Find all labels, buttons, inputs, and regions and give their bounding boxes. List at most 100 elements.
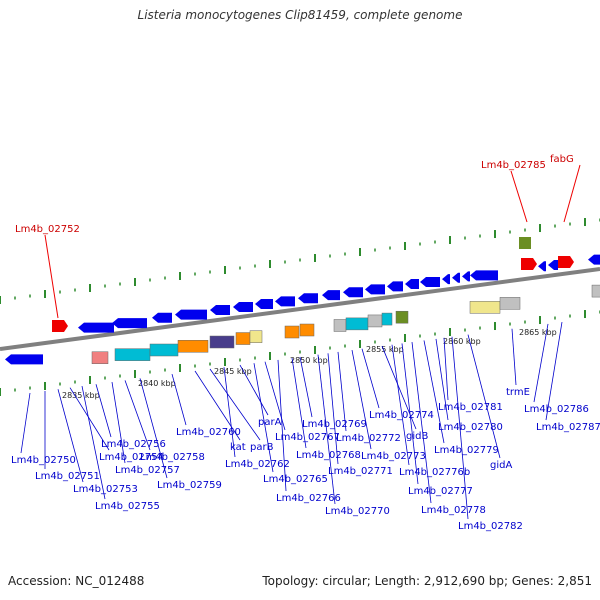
gene-arrow: [420, 277, 440, 288]
genome-backbone: [0, 267, 600, 351]
gene-arrow: [112, 318, 147, 329]
scale-label: 2850 kbp: [290, 356, 328, 365]
gene-arrow: [387, 281, 403, 292]
gene-arrow: [343, 287, 363, 298]
rna-label: Lm4b_02752: [15, 224, 80, 235]
gene-leader-line: [401, 343, 419, 485]
gene-label: kat: [230, 442, 246, 453]
gene-leader-line: [69, 387, 110, 451]
gene-label: Lm4b_02787: [536, 422, 600, 433]
gene-label: Lm4b_02782: [458, 521, 523, 532]
gene-label: Lm4b_02776b: [399, 467, 470, 478]
gene-arrow: [78, 322, 114, 333]
gene-leader-line: [423, 340, 445, 444]
gene-leader-line: [253, 363, 274, 473]
scale-label: 2840 kbp: [138, 379, 176, 388]
scale-label: 2835 kbp: [62, 391, 100, 400]
gene-leader-line: [277, 359, 287, 492]
gene-arrow: [442, 274, 450, 285]
gene-arrow: [452, 272, 460, 283]
gene-leader-line: [361, 348, 380, 409]
rna-feature: [521, 258, 537, 270]
gene-label: Lm4b_02773: [361, 451, 426, 462]
gene-leader-line: [511, 328, 517, 386]
footer-info: Topology: circular; Length: 2,912,690 bp…: [262, 574, 592, 588]
trna-box: [519, 237, 531, 249]
gene-leader-line: [435, 338, 449, 421]
rna-feature: [52, 320, 68, 332]
gene-arrow: [175, 309, 207, 320]
gene-arrow: [365, 284, 385, 295]
gene-leader-line: [95, 384, 112, 438]
gene-label: parB: [250, 442, 274, 453]
gene-leader-line: [467, 334, 501, 459]
gene-arrow: [538, 261, 546, 272]
gene-label: gidB: [406, 431, 428, 442]
gene-label: Lm4b_02754: [99, 452, 164, 463]
gene-arrow: [462, 271, 470, 282]
gene-arrow: [405, 279, 419, 290]
gene-label: Lm4b_02779: [434, 445, 499, 456]
gene-leader-line: [299, 356, 313, 418]
gene-leader-line: [443, 337, 449, 401]
gene-label: Lm4b_02758: [140, 452, 205, 463]
feature-box: [149, 343, 179, 357]
feature-box: [91, 351, 109, 364]
gene-label: Lm4b_02781: [438, 402, 503, 413]
gene-leader-line: [545, 322, 563, 421]
gene-leader-line: [391, 344, 410, 466]
scale-label: 2865 kbp: [519, 328, 557, 337]
feature-box: [469, 301, 501, 314]
gene-label: Lm4b_02757: [115, 465, 180, 476]
gene-arrow: [548, 259, 558, 270]
feature-box: [367, 314, 383, 328]
gene-leader-line: [209, 368, 261, 441]
gene-label: Lm4b_02778: [421, 505, 486, 516]
rna-leader-line: [44, 234, 59, 319]
gene-leader-line: [20, 392, 31, 454]
scale-label: 2855 kbp: [366, 345, 404, 354]
feature-box: [177, 340, 209, 353]
gene-label: Lm4b_02756: [101, 439, 166, 450]
feature-box: [591, 284, 600, 298]
gene-label: Lm4b_02771: [328, 466, 393, 477]
scale-label: 2845 kbp: [214, 367, 252, 376]
gene-arrow: [298, 293, 318, 304]
gene-leader-line: [451, 336, 469, 520]
rna-label: fabG: [550, 154, 574, 165]
feature-box: [249, 330, 263, 343]
scale-label: 2860 kbp: [443, 337, 481, 346]
gene-leader-line: [337, 351, 347, 432]
feature-box: [209, 335, 235, 349]
gene-label: Lm4b_02753: [73, 484, 138, 495]
gene-label: Lm4b_02750: [11, 455, 76, 466]
gene-label: Lm4b_02780: [438, 422, 503, 433]
rna-leader-line: [510, 170, 528, 223]
feature-box: [381, 312, 393, 326]
gene-leader-line: [81, 385, 106, 500]
gene-arrow: [233, 301, 253, 312]
gene-leader-line: [223, 367, 236, 458]
rna-feature: [558, 256, 574, 268]
gene-label: Lm4b_02760: [176, 427, 241, 438]
gene-label: Lm4b_02759: [157, 480, 222, 491]
gene-label: Lm4b_02772: [336, 433, 401, 444]
gene-leader-line: [171, 373, 187, 426]
gene-leader-line: [411, 342, 432, 504]
gene-arrow: [588, 254, 600, 265]
gene-arrow: [255, 299, 273, 310]
feature-box: [284, 325, 300, 339]
gene-label: Lm4b_02768: [296, 450, 361, 461]
gene-leader-line: [111, 382, 126, 464]
gene-arrow: [152, 312, 172, 323]
gene-leader-line: [239, 364, 269, 416]
map-title: Listeria monocytogenes Clip81459, comple…: [137, 8, 463, 22]
feature-box: [395, 310, 409, 324]
gene-label: Lm4b_02774: [369, 410, 434, 421]
gene-leader-line: [139, 378, 168, 479]
feature-box: [114, 348, 151, 361]
gene-leader-line: [291, 358, 307, 449]
gene-label: Lm4b_02762: [225, 459, 290, 470]
gene-label: Lm4b_02766: [276, 493, 341, 504]
